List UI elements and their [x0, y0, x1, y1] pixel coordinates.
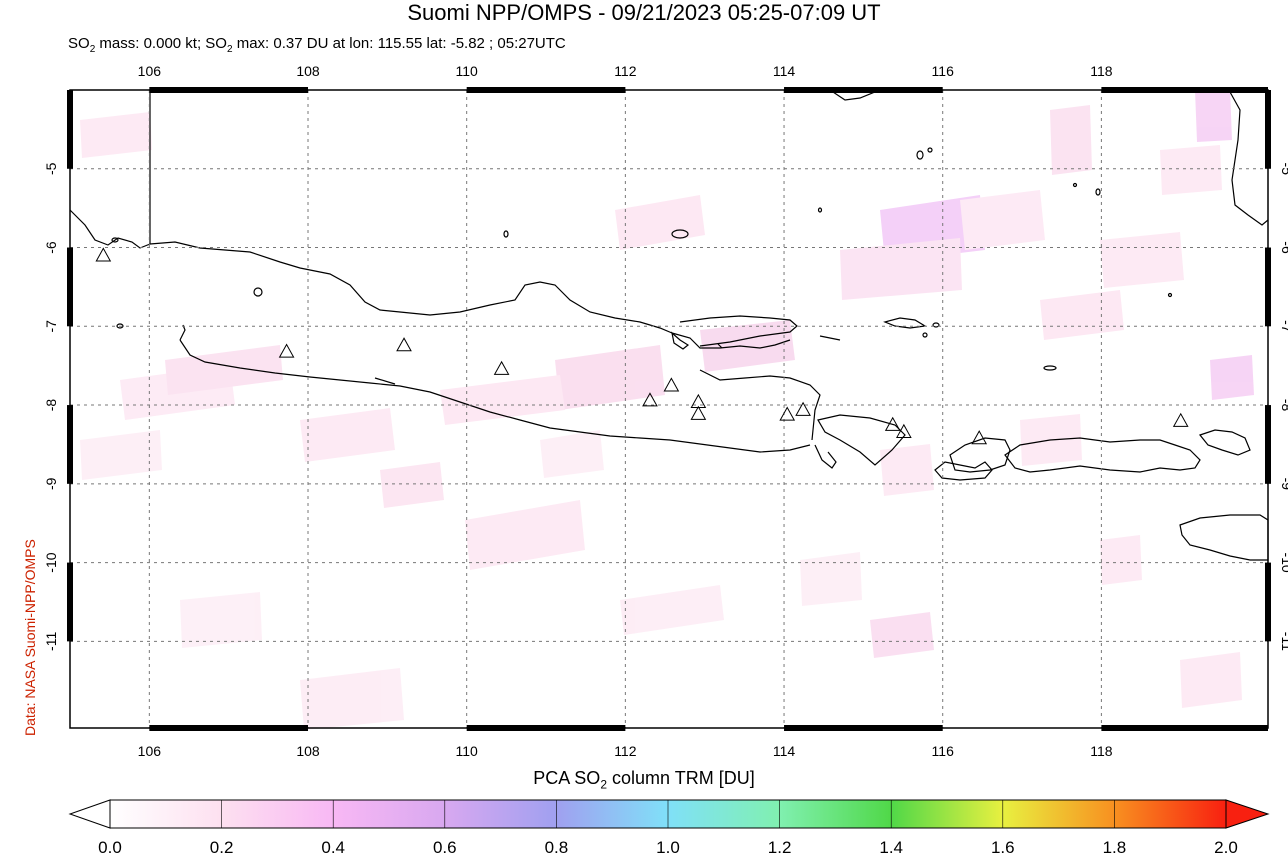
lat-label-left: -8 [43, 399, 59, 412]
frame-bar-right [1265, 405, 1271, 484]
lat-label-left: -5 [43, 162, 59, 175]
colorbar-label: 1.6 [991, 838, 1015, 855]
so2-pixels [80, 88, 1254, 730]
colorbar-label: 0.4 [321, 838, 345, 855]
lon-label-top: 106 [138, 63, 162, 79]
colorbar-label: 1.4 [879, 838, 903, 855]
volcano-triangle-icon [642, 392, 658, 407]
map-frame [67, 87, 1271, 731]
lon-label-bottom: 118 [1090, 743, 1113, 759]
summary-sub2: 2 [226, 44, 233, 55]
lat-label-left: -10 [43, 552, 59, 572]
frame-bar-right [1265, 90, 1271, 169]
colorbar-gradient [109, 799, 1227, 829]
frame-bar-right [1265, 562, 1271, 642]
colorbar-label: 1.0 [656, 838, 680, 855]
volcano-triangle-icon [884, 416, 901, 431]
frame-bar-top [1101, 87, 1268, 93]
summary-prefix: SO [68, 35, 90, 52]
colorbar-label: 0.0 [98, 838, 122, 855]
lat-label-right: -11 [1279, 632, 1288, 651]
lon-label-bottom: 108 [296, 743, 320, 759]
frame-bar-bottom [1101, 725, 1268, 731]
lat-label-right: -9 [1279, 478, 1288, 491]
volcano-triangle-icon [1172, 412, 1189, 427]
colorbar-label: 2.0 [1214, 838, 1238, 855]
frame-bar-top [784, 87, 943, 93]
graticule [70, 90, 1268, 728]
lat-label-right: -6 [1279, 241, 1288, 254]
lon-label-top: 114 [773, 63, 796, 79]
lon-label-bottom: 110 [456, 743, 479, 759]
lon-label-top: 112 [614, 63, 637, 79]
frame-bar-bottom [784, 725, 943, 731]
volcano-triangle-icon [278, 343, 295, 358]
colorbar-high-arrow [1225, 799, 1270, 829]
colorbar-title-suffix: column TRM [DU] [607, 768, 755, 788]
frame-bar-left [67, 90, 73, 169]
frame-bar-right [1265, 247, 1271, 327]
so2-summary: SO2 mass: 0.000 kt; SO2 max: 0.37 DU at … [68, 35, 566, 59]
lat-label-left: -7 [43, 320, 59, 333]
frame-bar-left [67, 562, 73, 642]
frame-bar-left [67, 405, 73, 484]
so2-map: 106 106 108 108 110 110 112 112 114 114 116 116 118 1… [43, 63, 1288, 759]
volcano-triangle-icon [690, 405, 707, 420]
lat-label-left: -9 [43, 477, 59, 490]
lon-label-bottom: 106 [138, 743, 162, 759]
volcano-triangle-icon [895, 423, 912, 438]
colorbar-title: PCA SO2 column TRM [DU] [0, 768, 1288, 792]
lon-label-top: 116 [932, 63, 955, 79]
coordinate-labels: 106 106 108 108 110 110 112 112 114 114 116 116 118 1… [43, 63, 1288, 759]
volcano-markers [95, 247, 1189, 445]
volcano-triangle-icon [95, 247, 112, 262]
colorbar-label: 0.2 [210, 838, 234, 855]
frame-bar-top [149, 87, 309, 93]
volcano-triangle-icon [396, 337, 412, 352]
lon-label-top: 108 [296, 63, 320, 79]
volcano-triangle-icon [795, 401, 811, 416]
frame-bar-bottom [149, 725, 309, 731]
colorbar-ticks: 0.0 0.2 0.4 0.6 0.8 1.0 1.2 1.4 1.6 1.8 2.0 [98, 800, 1238, 855]
colorbar-label: 0.8 [545, 838, 569, 855]
summary-suffix: max: 0.37 DU at lon: 115.55 lat: -5.82 ;… [232, 35, 566, 52]
lat-label-right: -8 [1279, 399, 1288, 412]
lat-label-left: -6 [43, 241, 59, 254]
summary-sub1: 2 [89, 44, 96, 55]
volcano-triangle-icon [690, 393, 707, 409]
frame-bar-bottom [466, 725, 626, 731]
colorbar-title-prefix: PCA SO [533, 768, 601, 788]
lat-label-right: -7 [1279, 320, 1288, 333]
colorbar-label: 0.6 [433, 838, 457, 855]
coastlines [69, 89, 1269, 561]
summary-mid: mass: 0.000 kt; SO [95, 35, 227, 52]
volcano-triangle-icon [663, 377, 680, 392]
lat-label-left: -11 [43, 632, 59, 651]
colorbar-label: 1.8 [1103, 838, 1127, 855]
map-title: Suomi NPP/OMPS - 09/21/2023 05:25-07:09 … [407, 0, 881, 25]
frame-bar-top [466, 87, 626, 93]
lat-label-right: -10 [1279, 552, 1288, 572]
frame-bar-left [67, 247, 73, 327]
lon-label-bottom: 112 [614, 743, 637, 759]
lon-label-top: 118 [1090, 63, 1113, 79]
volcano-triangle-icon [779, 406, 796, 421]
lat-label-right: -5 [1279, 163, 1288, 176]
colorbar-title-sub: 2 [600, 777, 607, 792]
colorbar-label: 1.2 [768, 838, 792, 855]
lon-label-top: 110 [456, 63, 479, 79]
volcano-triangle-icon [493, 360, 510, 375]
colorbar-low-arrow [68, 799, 111, 829]
volcano-triangle-icon [971, 430, 988, 445]
lon-label-bottom: 116 [932, 743, 955, 759]
lon-label-bottom: 114 [773, 743, 796, 759]
